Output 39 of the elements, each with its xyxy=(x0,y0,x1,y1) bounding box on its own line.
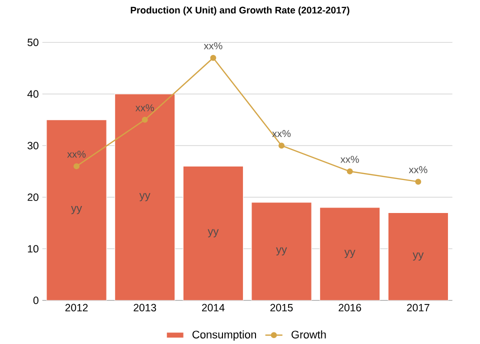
bar xyxy=(114,94,176,300)
x-tick-label: 2013 xyxy=(134,304,156,312)
bar xyxy=(388,212,449,300)
bar xyxy=(319,207,380,300)
bar xyxy=(182,166,244,300)
legend-label: Consumption xyxy=(192,330,256,341)
data-label: xx% xyxy=(340,156,359,163)
bar xyxy=(251,202,312,300)
point xyxy=(415,178,422,185)
data-label: xx% xyxy=(136,104,154,112)
y-tick-label: 40 xyxy=(27,90,38,98)
point xyxy=(142,116,148,123)
data-label: xx% xyxy=(67,150,86,158)
x-tick-label: 2014 xyxy=(202,304,225,312)
x-tick-label: 2015 xyxy=(270,304,293,312)
data-label: xx% xyxy=(408,166,428,174)
data-label: xx% xyxy=(204,42,222,50)
y-tick-label: 10 xyxy=(28,245,38,253)
data-label: yy xyxy=(208,229,219,238)
legend-label: Growth xyxy=(292,330,326,339)
data-label: yy xyxy=(139,193,150,202)
data-label: yy xyxy=(71,206,82,214)
x-tick-label: 2017 xyxy=(407,304,430,312)
bar xyxy=(46,120,107,300)
point xyxy=(210,54,216,61)
y-tick-label: 0 xyxy=(33,296,38,304)
point xyxy=(278,142,285,149)
data-label: xx% xyxy=(272,130,291,138)
x-tick-label: 2016 xyxy=(338,304,362,312)
chart-title: Production (X Unit) and Growth Rate (2012-2017) xyxy=(130,6,350,16)
point xyxy=(74,163,80,170)
point xyxy=(346,168,353,174)
x-tick-label: 2012 xyxy=(65,304,88,312)
data-label: yy xyxy=(344,250,356,258)
data-label: yy xyxy=(412,252,424,261)
data-label: yy xyxy=(276,247,287,256)
y-tick-label: 20 xyxy=(28,194,38,201)
y-tick-label: 50 xyxy=(28,38,38,46)
y-tick-label: 30 xyxy=(28,142,38,150)
